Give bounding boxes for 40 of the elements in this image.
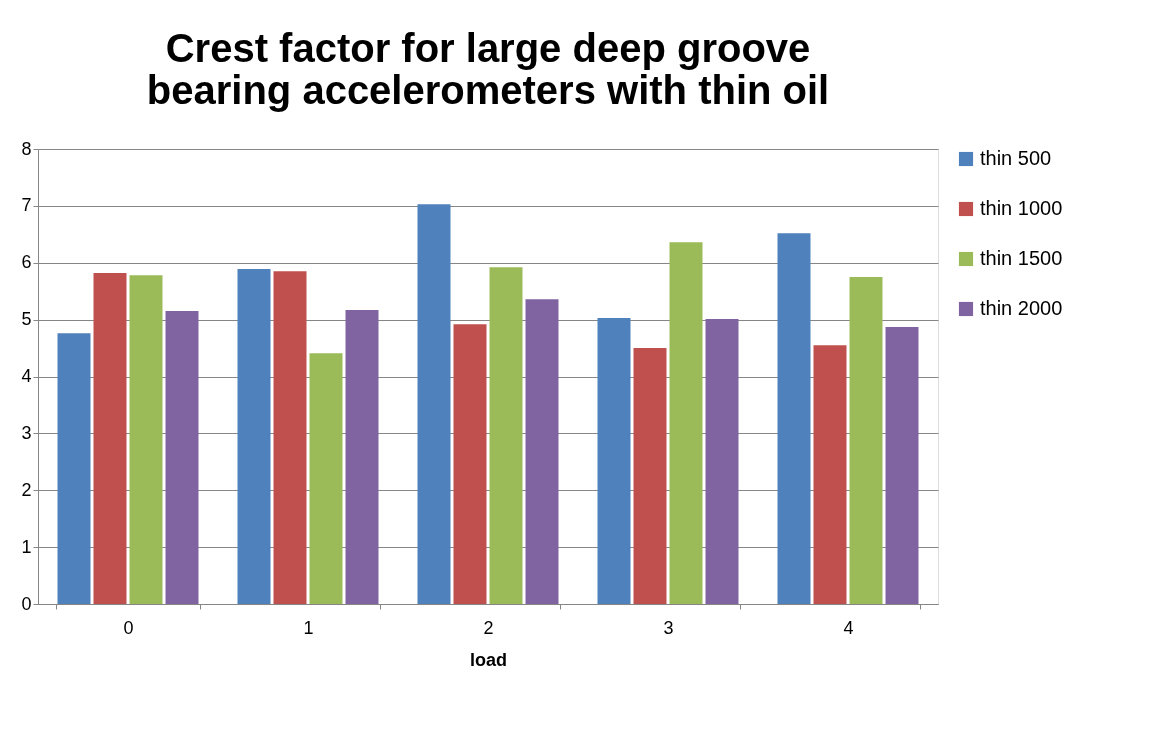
bar bbox=[705, 319, 739, 604]
x-tick-label: 4 bbox=[843, 617, 854, 638]
y-tick-label: 8 bbox=[21, 138, 32, 159]
legend-label: thin 1500 bbox=[980, 247, 1063, 269]
bar bbox=[237, 269, 271, 604]
bar bbox=[453, 324, 487, 604]
bar bbox=[129, 275, 163, 604]
x-tick-label: 0 bbox=[123, 617, 134, 638]
bar bbox=[597, 317, 631, 604]
bar bbox=[309, 353, 343, 604]
y-tick-label: 4 bbox=[21, 366, 32, 386]
bar bbox=[633, 348, 667, 604]
bar bbox=[93, 272, 127, 604]
legend-label: thin 2000 bbox=[980, 297, 1063, 319]
y-tick-label: 0 bbox=[21, 593, 32, 614]
bar bbox=[813, 345, 847, 604]
bar bbox=[57, 333, 91, 604]
bar bbox=[345, 309, 379, 604]
bar bbox=[777, 233, 811, 604]
y-tick-label: 7 bbox=[21, 195, 32, 216]
y-tick-label: 2 bbox=[21, 479, 32, 500]
bar bbox=[489, 267, 523, 604]
bar bbox=[849, 276, 883, 604]
bar bbox=[669, 242, 703, 604]
bar bbox=[273, 271, 307, 604]
x-tick-label: 1 bbox=[303, 617, 314, 638]
chart-title: Crest factor for large deep groove bearing accelerometers with thin oil bbox=[146, 26, 830, 112]
bar bbox=[165, 311, 199, 604]
legend-label: thin 1000 bbox=[980, 197, 1063, 219]
y-tick-label: 3 bbox=[21, 422, 32, 443]
y-tick-label: 1 bbox=[21, 536, 32, 557]
legend-label: thin 500 bbox=[980, 147, 1052, 169]
bar bbox=[885, 327, 919, 604]
y-tick-label: 6 bbox=[21, 252, 32, 273]
bar bbox=[417, 204, 451, 604]
bar bbox=[525, 299, 559, 604]
y-tick-label: 5 bbox=[21, 309, 32, 330]
x-axis-title: load bbox=[469, 649, 508, 670]
x-tick-label: 2 bbox=[483, 617, 494, 638]
x-tick-label: 3 bbox=[663, 617, 674, 638]
